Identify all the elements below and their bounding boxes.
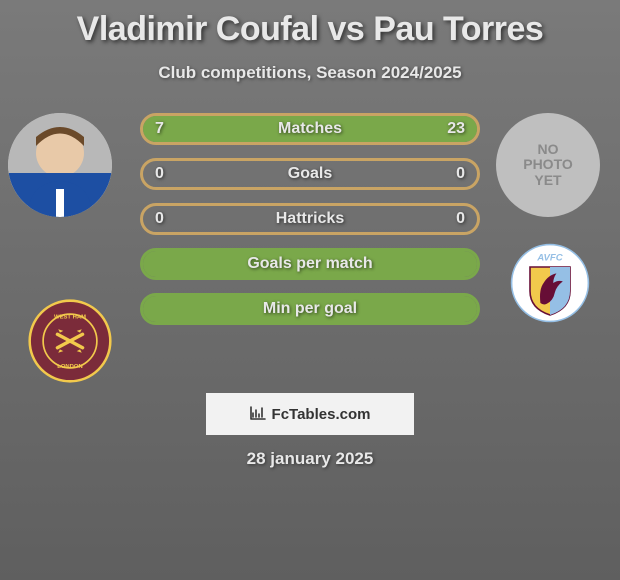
stat-value-right: 0 <box>456 165 465 183</box>
stat-bar-min-per-goal: Min per goal <box>140 293 480 325</box>
bar-fill-right <box>220 116 477 142</box>
page-title: Vladimir Coufal vs Pau Torres <box>0 0 620 49</box>
stat-value-right: 23 <box>447 120 465 138</box>
stat-label: Hattricks <box>276 210 344 228</box>
no-photo-text: NOPHOTOYET <box>523 142 573 188</box>
player-left-club-badge: WEST HAM LONDON <box>20 298 120 383</box>
svg-text:LONDON: LONDON <box>57 363 82 369</box>
stat-value-left: 0 <box>155 210 164 228</box>
footer-date: 28 january 2025 <box>247 449 374 469</box>
stat-bar-matches: 7 23 Matches <box>140 113 480 145</box>
stat-bar-goals: 0 0 Goals <box>140 158 480 190</box>
svg-text:WEST HAM: WEST HAM <box>54 314 86 320</box>
stat-bars: 7 23 Matches 0 0 Goals 0 0 Hattricks Goals per ma… <box>140 113 480 325</box>
page-subtitle: Club competitions, Season 2024/2025 <box>0 63 620 83</box>
stat-label: Goals per match <box>247 255 372 273</box>
stat-bar-goals-per-match: Goals per match <box>140 248 480 280</box>
stat-value-right: 0 <box>456 210 465 228</box>
stat-value-left: 0 <box>155 165 164 183</box>
stat-value-left: 7 <box>155 120 164 138</box>
player-right-avatar: NOPHOTOYET <box>496 113 600 217</box>
footer-site-badge: FcTables.com <box>206 393 414 435</box>
svg-text:AVFC: AVFC <box>536 253 563 264</box>
chart-icon <box>250 406 266 423</box>
footer-site-text: FcTables.com <box>272 406 371 423</box>
stat-label: Matches <box>278 120 342 138</box>
stat-label: Goals <box>288 165 332 183</box>
comparison-content: NOPHOTOYET WEST HAM LONDON AVFC 7 23 Match… <box>0 113 620 403</box>
stat-bar-hattricks: 0 0 Hattricks <box>140 203 480 235</box>
player-right-club-badge: AVFC <box>500 243 600 323</box>
player-left-avatar <box>8 113 112 217</box>
stat-label: Min per goal <box>263 300 357 318</box>
